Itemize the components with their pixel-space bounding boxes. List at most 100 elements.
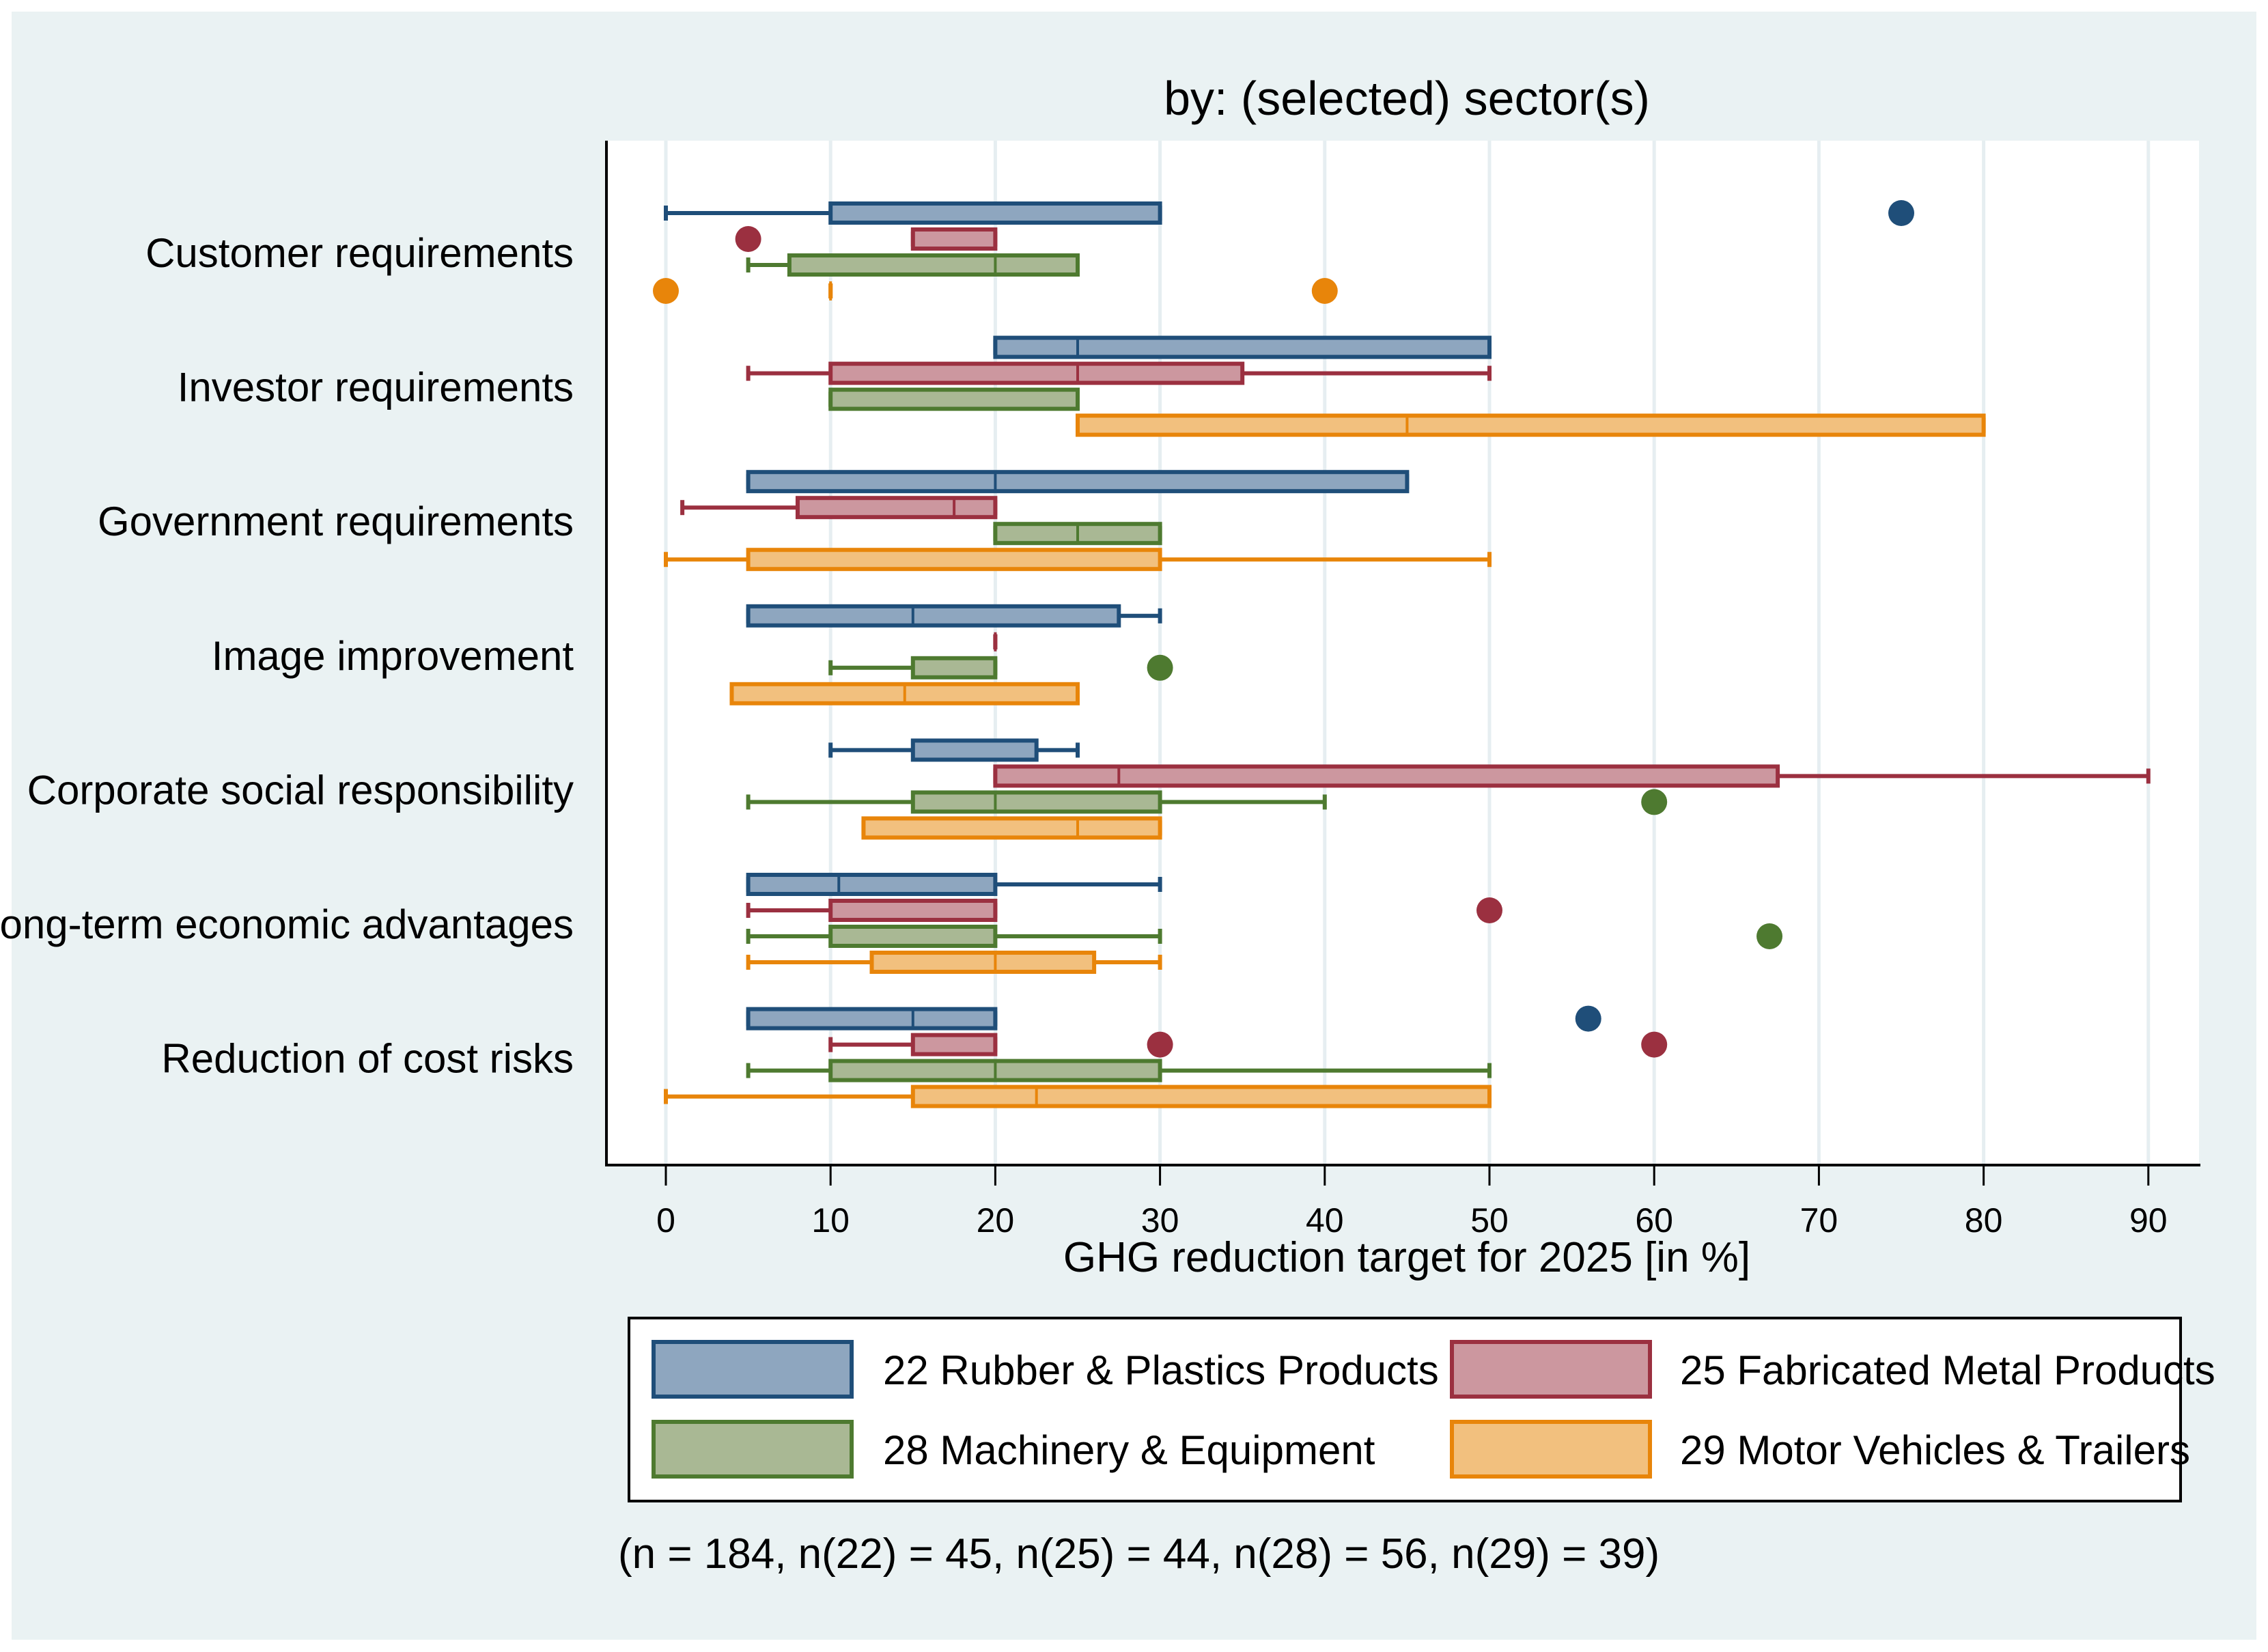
iqr-box [746,470,1410,494]
legend-label: 25 Fabricated Metal Products [1680,1347,2215,1393]
category-2-s25-box [680,496,998,520]
category-0-s28-box [746,253,1080,277]
iqr-box [910,227,998,251]
chart-title: by: (selected) sector(s) [1164,72,1650,125]
iqr-box [861,816,1162,840]
iqr-box [1076,413,1986,437]
category-5-s25-box [746,897,1502,923]
category-4-s28-box [746,789,1668,815]
category-6-s22-box [746,1005,1601,1032]
outlier-point-0 [735,226,761,252]
x-tick-label-30: 30 [1141,1201,1179,1240]
category-6-s28-box [746,1059,1492,1082]
iqr-box [795,496,998,520]
category-3-s22-box [746,604,1162,628]
category-6-group [664,1005,1668,1108]
iqr-box [746,873,998,896]
category-6-s25-box [828,1031,1668,1058]
grid-lines [664,141,2151,1164]
iqr-box [993,764,1780,788]
category-1-label: Investor requirements [178,365,574,410]
category-1-s28-box [828,387,1080,411]
x-tick-label-40: 40 [1306,1201,1344,1240]
category-0-s29-box [653,278,1338,304]
outlier-point-1 [1641,1031,1668,1058]
legend-swatch [1450,1420,1652,1479]
iqr-box [828,387,1080,411]
x-tick-label-60: 60 [1635,1201,1673,1240]
category-1-s25-box [746,361,1492,385]
legend-item-s29: 29 Motor Vehicles & Trailers [1450,1420,2190,1479]
category-1-s29-box [1076,413,1986,437]
category-5-group [746,873,1783,974]
category-2-group [664,470,1492,572]
iqr-box [746,604,1121,628]
x-axis-ticks: 0 10 20 30 40 50 60 70 80 90 [656,1166,2168,1240]
legend-item-s25: 25 Fabricated Metal Products [1450,1340,2215,1399]
sample-size-note: (n = 184, n(22) = 45, n(25) = 44, n(28) … [618,1530,1660,1578]
x-axis-label: GHG reduction target for 2025 [in %] [1063,1234,1750,1281]
outlier-point-0 [1476,897,1502,923]
legend-swatch [652,1420,854,1479]
category-0-label: Customer requirements [145,230,574,276]
iqr-box [910,1084,1492,1108]
outlier-point-0 [1756,923,1783,949]
x-tick-label-90: 90 [2129,1201,2168,1240]
legend-item-s28: 28 Machinery & Equipment [652,1420,1375,1479]
category-3-s29-box [729,682,1080,705]
outlier-point-0 [1888,200,1914,226]
category-5-s29-box [746,951,1162,974]
outlier-point-0 [1641,789,1668,815]
legend-swatch [1450,1340,1652,1399]
iqr-box [828,899,998,922]
legend-label: 22 Rubber & Plastics Products [883,1347,1439,1393]
iqr-box [910,738,1039,762]
outlier-point-0 [653,278,679,304]
box-series [653,200,2151,1108]
category-4-s22-box [828,738,1080,762]
category-3-group [729,604,1173,705]
iqr-box [746,1007,998,1031]
category-labels: Customer requirements Investor requiremen… [0,230,574,1082]
iqr-box [787,253,1080,277]
x-tick-label-80: 80 [1965,1201,2003,1240]
category-6-label: Reduction of cost risks [161,1036,574,1082]
legend-box [628,1317,2182,1502]
legend-label: 28 Machinery & Equipment [883,1427,1375,1473]
iqr-box [828,361,1245,385]
iqr-box [910,1033,998,1056]
category-4-s25-box [993,764,2151,788]
legend-label: 29 Motor Vehicles & Trailers [1680,1427,2190,1473]
category-4-group [746,738,2151,840]
x-tick-label-0: 0 [656,1201,675,1240]
x-tick-label-50: 50 [1470,1201,1509,1240]
legend-item-s22: 22 Rubber & Plastics Products [652,1340,1439,1399]
legend-swatch [652,1340,854,1399]
outlier-point-0 [1147,1031,1173,1058]
category-3-s28-box [828,654,1173,681]
iqr-box [746,548,1162,572]
plot-area [606,141,2199,1165]
iqr-box [828,925,998,948]
iqr-box [869,951,1097,974]
category-2-s22-box [746,470,1410,494]
iqr-box [993,335,1492,359]
iqr-box [910,656,998,680]
outlier-point-0 [1147,654,1173,681]
outlier-point-0 [1575,1005,1601,1032]
category-2-s29-box [664,548,1492,572]
category-1-s22-box [993,335,1492,359]
category-2-s28-box [993,522,1162,546]
category-5-s22-box [746,873,1162,896]
category-3-label: Image improvement [212,633,574,679]
iqr-box [910,790,1162,814]
category-4-label: Corporate social responsibility [27,767,574,813]
category-1-group [746,335,1986,437]
category-0-group [653,200,1914,304]
x-tick-label-70: 70 [1800,1201,1838,1240]
category-4-s29-box [861,816,1162,840]
x-tick-label-20: 20 [977,1201,1015,1240]
category-6-s29-box [664,1084,1492,1108]
